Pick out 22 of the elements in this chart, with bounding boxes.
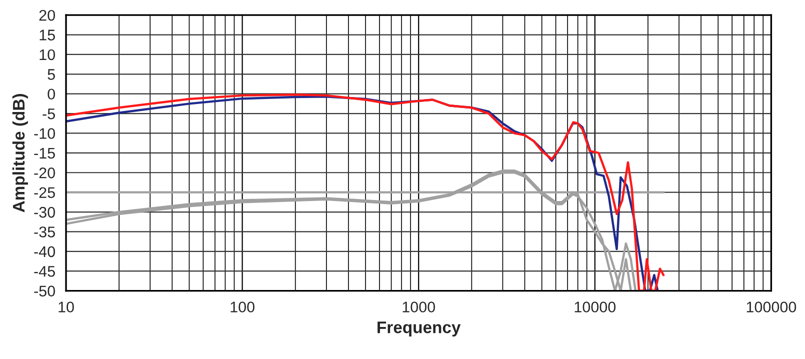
x-axis-title: Frequency bbox=[378, 322, 461, 337]
y-tick-label: 5 bbox=[48, 69, 55, 80]
x-tick-label: 100000 bbox=[746, 302, 796, 312]
y-tick-label: -40 bbox=[34, 246, 55, 258]
y-tick-label: -30 bbox=[34, 206, 55, 218]
y-tick-label: -10 bbox=[34, 128, 55, 139]
y-tick-label: -45 bbox=[34, 266, 55, 277]
y-tick-label: 0 bbox=[48, 88, 55, 100]
y-tick-label: -20 bbox=[34, 167, 55, 178]
y-tick-label: -5 bbox=[42, 108, 55, 120]
y-axis-title: Amplitude (dB) bbox=[12, 94, 28, 212]
x-tick-label: 10 bbox=[58, 302, 74, 312]
x-tick-label: 1000 bbox=[402, 302, 435, 312]
y-tick-label: -50 bbox=[34, 286, 55, 296]
y-tick-label: 15 bbox=[40, 30, 55, 40]
x-tick-label: 100 bbox=[230, 302, 254, 312]
y-tick-label: -35 bbox=[34, 226, 55, 238]
y-tick-label: -25 bbox=[34, 187, 55, 198]
y-tick-label: 20 bbox=[39, 10, 55, 21]
y-tick-label: -15 bbox=[34, 148, 55, 159]
x-tick-label: 10000 bbox=[574, 302, 616, 312]
y-tick-label: 10 bbox=[40, 49, 55, 60]
